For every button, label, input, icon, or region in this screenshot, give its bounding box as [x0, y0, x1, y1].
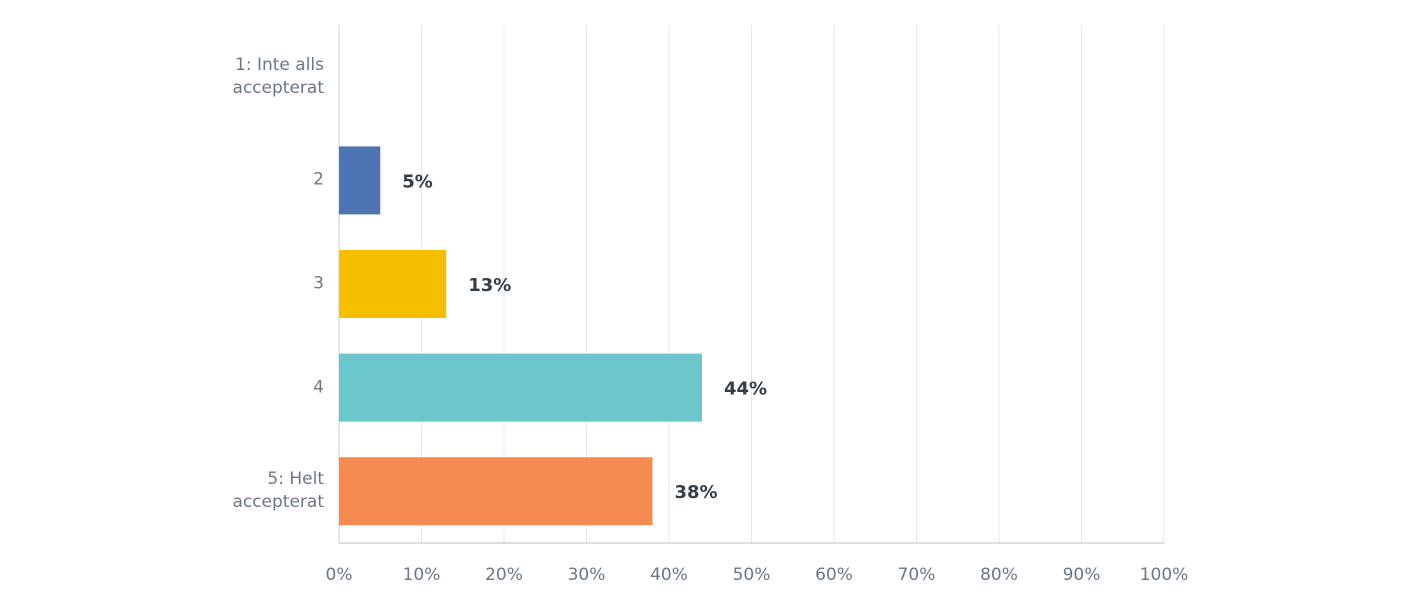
category-label: 4	[313, 377, 324, 398]
value-label: 38%	[675, 482, 718, 503]
x-tick-label: 0%	[326, 565, 353, 585]
x-tick-label: 40%	[650, 565, 688, 585]
bar	[339, 457, 653, 526]
bar	[339, 146, 381, 215]
x-tick-label: 30%	[568, 565, 606, 585]
x-tick-label: 90%	[1063, 565, 1101, 585]
category-label: 5: Helt accepterat	[232, 469, 324, 513]
x-tick-label: 10%	[403, 565, 441, 585]
x-tick-label: 60%	[815, 565, 853, 585]
bar	[339, 353, 702, 422]
category-label: 2	[313, 169, 324, 190]
value-label: 44%	[724, 379, 767, 400]
value-label: 13%	[468, 275, 511, 296]
bar	[339, 250, 447, 318]
x-tick-label: 50%	[733, 565, 771, 585]
value-label: 5%	[402, 171, 433, 192]
x-tick-label: 20%	[485, 565, 523, 585]
x-tick-label: 100%	[1140, 565, 1189, 585]
x-tick-label: 70%	[898, 565, 936, 585]
x-tick-label: 80%	[980, 565, 1018, 585]
category-label: 3	[313, 273, 324, 294]
category-label: 1: Inte alls accepterat	[232, 54, 324, 98]
